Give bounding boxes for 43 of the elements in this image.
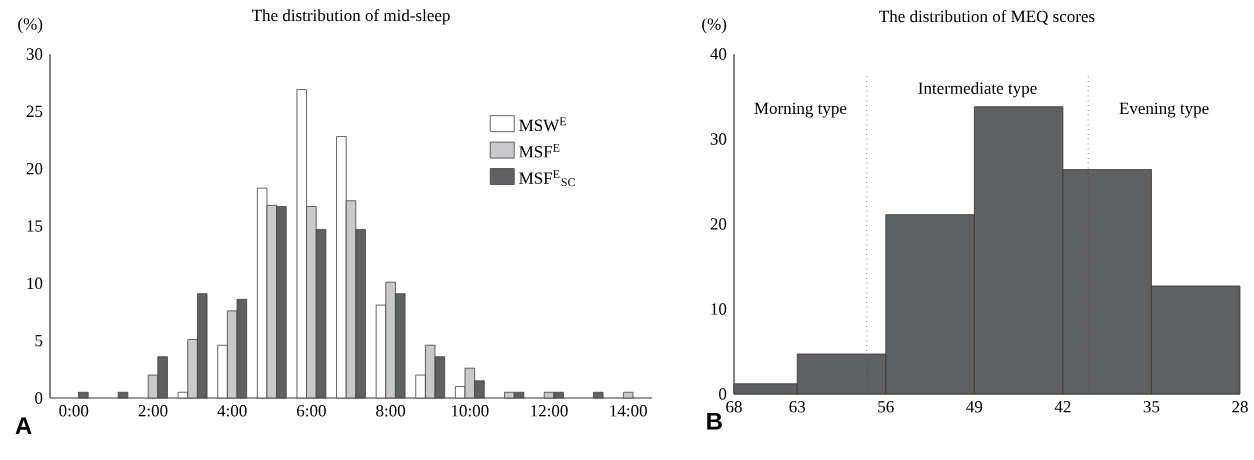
y-tick-label: 15 (27, 220, 43, 232)
y-tick-label: 30 (26, 48, 43, 60)
x-tick-label: 2:00 (138, 405, 168, 417)
x-tick-label: 42 (1054, 401, 1071, 413)
y-tick-label: 0 (719, 388, 727, 400)
annotation: Intermediate type (918, 81, 1037, 98)
x-tick-label: 0:00 (59, 405, 89, 417)
x-tick-label: 4:00 (217, 405, 247, 417)
legend-label: MSF$^{E}$SC (519, 170, 575, 187)
x-tick-label: 56 (878, 401, 894, 413)
x-tick-label: 49 (966, 401, 983, 413)
y-tick-label: 10 (27, 277, 43, 290)
bar (623, 391, 634, 399)
y-tick-label: 40 (710, 48, 727, 60)
y-tick-label: 0 (35, 392, 43, 404)
x-tick-label: 35 (1143, 401, 1160, 413)
text: A (15, 417, 32, 434)
x-tick-label: 8:00 (376, 405, 406, 417)
text: B (707, 412, 722, 430)
x-tick-label: 28 (1232, 401, 1248, 413)
x-tick-label: 6:00 (297, 405, 326, 417)
x-tick-label: 10:00 (451, 405, 489, 417)
bar (117, 391, 129, 399)
legend-label: MSW$^{E}$ (519, 117, 566, 132)
x-tick-label: 12:00 (531, 405, 568, 417)
x-tick-label: 63 (789, 401, 806, 413)
y-tick-label: 30 (710, 133, 727, 145)
bar (78, 391, 89, 399)
y-tick-label: 10 (711, 303, 727, 315)
bar (593, 391, 604, 399)
annotation: Evening type (1119, 102, 1209, 118)
annotation: Morning type (754, 102, 847, 118)
x-tick-label: 68 (726, 401, 742, 413)
y-axis-title: (%) (702, 17, 727, 34)
y-axis-title: (%) (18, 17, 43, 34)
chart-title: The distribution of MEQ scores (879, 10, 1095, 25)
legend-label: MSF$^{E}$ (519, 143, 560, 158)
x-tick-label: 14:00 (610, 405, 647, 417)
y-tick-label: 5 (35, 335, 43, 347)
y-tick-label: 20 (26, 162, 43, 175)
chart-title: The distribution of mid-sleep (251, 9, 450, 25)
y-tick-label: 25 (26, 105, 43, 118)
y-tick-label: 20 (710, 218, 727, 230)
